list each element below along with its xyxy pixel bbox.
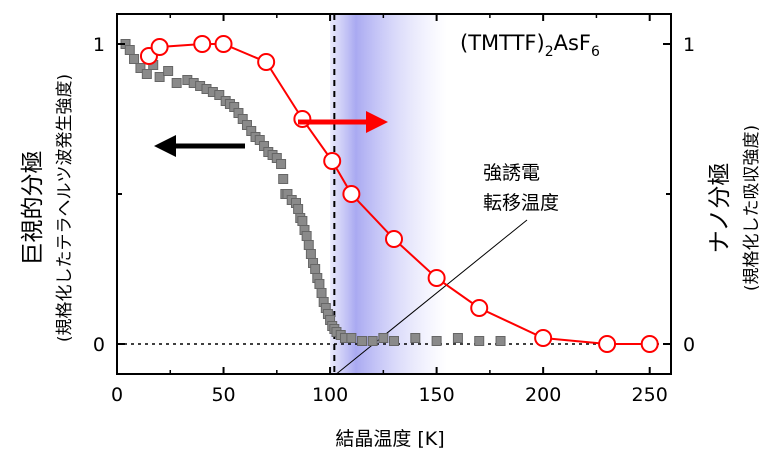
- macro-polarization-point: [410, 333, 421, 343]
- macro-polarization-point: [389, 336, 399, 346]
- chart-title: (TMTTF)2AsF6: [460, 31, 600, 60]
- macro-polarization-point: [301, 231, 312, 241]
- macro-polarization-point: [293, 204, 304, 214]
- left-axis-arrow: [154, 135, 245, 157]
- right-axis-arrow-head: [366, 111, 388, 133]
- y-tick-label-left: 1: [93, 34, 105, 56]
- macro-polarization-point: [163, 66, 174, 76]
- macro-polarization-point: [378, 333, 389, 343]
- right-axis-sublabel: (規格化した吸収強度): [742, 125, 762, 291]
- nano-polarization-point: [427, 269, 446, 287]
- nano-polarization-point: [193, 35, 212, 53]
- macro-polarization-point: [431, 336, 442, 346]
- right-axis-label: ナノ分極: [707, 163, 733, 254]
- macro-polarization-series: [120, 39, 506, 346]
- macro-polarization-point: [452, 333, 463, 343]
- x-tick-label: 100: [312, 384, 348, 406]
- annotation-line-2: 転移温度: [483, 192, 559, 214]
- macro-polarization-point: [303, 240, 314, 250]
- left-axis-sublabel: (規格化したテラヘルツ波発生強度): [55, 74, 75, 342]
- nano-polarization-point: [257, 53, 276, 71]
- left-axis-label: 巨視的分極: [20, 151, 46, 266]
- nano-polarization-point: [342, 185, 361, 203]
- x-tick-label: 200: [525, 384, 561, 406]
- x-tick-label: 50: [211, 384, 235, 406]
- macro-polarization-point: [314, 279, 325, 289]
- nano-polarization-point: [470, 299, 489, 317]
- macro-polarization-point: [474, 336, 485, 346]
- macro-polarization-point: [305, 249, 316, 259]
- macro-polarization-point: [124, 45, 135, 55]
- right-axis-arrow: [298, 111, 388, 133]
- x-axis-label: 結晶温度 [K]: [335, 428, 444, 450]
- nano-polarization-point: [150, 38, 169, 56]
- left-axis-arrow-head: [154, 135, 176, 157]
- macro-polarization-point: [346, 333, 357, 343]
- x-tick-label: 150: [418, 384, 454, 406]
- macro-polarization-point: [135, 63, 146, 73]
- macro-polarization-point: [171, 78, 182, 88]
- x-tick-label: 250: [632, 384, 668, 406]
- annotation-pointer-line: [336, 219, 528, 375]
- nano-polarization-point: [214, 35, 233, 53]
- macro-polarization-point: [278, 174, 289, 184]
- nano-polarization-point: [323, 152, 342, 170]
- macro-polarization-point: [154, 72, 165, 82]
- x-tick-label: 0: [111, 384, 123, 406]
- nano-polarization-point: [293, 110, 312, 128]
- annotation-line-1: 強誘電: [483, 162, 540, 184]
- macro-polarization-point: [214, 90, 225, 100]
- y-tick-label-right: 0: [683, 334, 695, 356]
- macro-polarization-point: [316, 288, 327, 298]
- axis-ticks: 0 50 100 150 200 250 0 1 0 1: [93, 14, 695, 406]
- macro-polarization-point: [297, 216, 308, 226]
- macro-polarization-point: [495, 336, 506, 346]
- macro-polarization-point: [357, 336, 368, 346]
- macro-polarization-point: [367, 336, 378, 346]
- nano-polarization-point: [385, 230, 403, 248]
- nano-polarization-point: [598, 335, 617, 353]
- nano-polarization-point: [534, 329, 553, 347]
- nano-polarization-point: [640, 335, 659, 353]
- macro-polarization-point: [310, 264, 321, 274]
- y-tick-label-left: 0: [93, 334, 105, 356]
- macro-polarization-point: [141, 69, 152, 79]
- macro-polarization-point: [276, 159, 287, 169]
- macro-polarization-point: [129, 54, 140, 64]
- y-tick-label-right: 1: [683, 34, 695, 56]
